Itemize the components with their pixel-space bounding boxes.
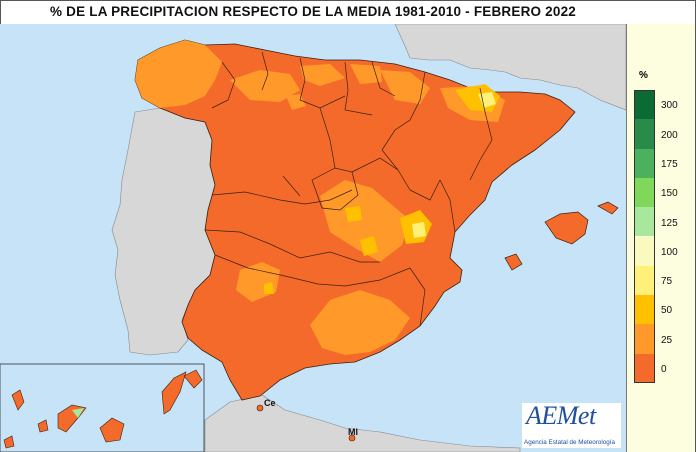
aemet-logo: AEMet Agencia Estatal de Meteorología: [522, 401, 621, 448]
canary-inset: [0, 363, 205, 452]
legend-swatch-0: [634, 90, 655, 120]
melilla-marker: [348, 434, 356, 442]
anomaly-75-100-zones: [412, 92, 496, 238]
legend-swatch-6: [634, 265, 655, 296]
legend-tick-0: 0: [661, 364, 667, 375]
aemet-logo-wordmark: AEMet: [526, 401, 596, 430]
legend-swatch-3: [634, 177, 655, 208]
precipitation-map: Ce Ml: [0, 24, 626, 452]
legend-tick-175: 175: [661, 158, 678, 170]
melilla-label: Ml: [348, 427, 358, 437]
legend-swatch-1: [634, 119, 655, 149]
legend-swatch-9: [634, 353, 655, 383]
legend-tick-75: 75: [661, 276, 673, 288]
legend-tick-100: 100: [661, 246, 678, 258]
canary-islands: [3, 369, 203, 449]
africa-land: [204, 394, 521, 452]
legend-unit-label: %: [639, 70, 648, 81]
legend-swatch-8: [634, 324, 655, 354]
legend-swatch-5: [634, 236, 655, 266]
aemet-logo-subtitle: Agencia Estatal de Meteorología: [524, 439, 616, 446]
france-land: [394, 24, 626, 111]
mallorca: [544, 211, 589, 245]
region-borders: [204, 51, 493, 327]
anomaly-25-50-zones: [135, 40, 505, 355]
legend-tick-150: 150: [661, 188, 678, 200]
legend-tick-125: 125: [661, 217, 678, 229]
legend-swatch-2: [634, 148, 655, 178]
legend-tick-300: 300: [661, 100, 678, 112]
tenerife-green-zone: [72, 408, 84, 418]
legend-swatch-4: [634, 207, 655, 237]
map-title: % DE LA PRECIPITACION RESPECTO DE LA MED…: [49, 4, 577, 19]
menorca: [597, 201, 619, 215]
ceuta-marker: [256, 404, 264, 412]
ibiza: [504, 253, 523, 271]
legend-tick-200: 200: [661, 129, 678, 141]
legend-tick-25: 25: [661, 334, 673, 346]
legend-tick-50: 50: [661, 305, 673, 317]
ceuta-label: Ce: [264, 398, 276, 408]
legend-swatch-7: [634, 295, 655, 325]
